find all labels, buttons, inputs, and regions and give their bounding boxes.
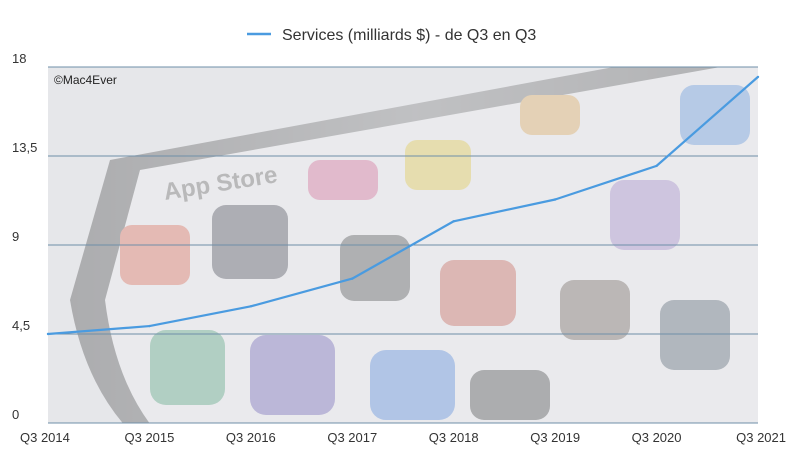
gridlines [48, 66, 758, 424]
series-lines [46, 75, 760, 336]
data-point [756, 75, 760, 79]
y-tick-label: 18 [12, 51, 26, 66]
x-tick-label: Q3 2014 [20, 430, 70, 445]
x-tick-label: Q3 2017 [327, 430, 377, 445]
data-point [46, 332, 50, 336]
y-axis-ticks: 0 4,5 9 13,5 18 [12, 51, 37, 422]
data-point [452, 220, 455, 223]
x-tick-label: Q3 2020 [632, 430, 682, 445]
legend-label: Services (milliards $) - de Q3 en Q3 [282, 27, 536, 44]
x-axis-ticks: Q3 2014 Q3 2015 Q3 2016 Q3 2017 Q3 2018 Q3 20… [20, 430, 786, 445]
credit-text: ©Mac4Ever [54, 73, 117, 87]
legend: Services (milliards $) - de Q3 en Q3 [247, 27, 536, 44]
data-point [553, 198, 557, 201]
y-tick-label: 9 [12, 229, 19, 244]
x-tick-label: Q3 2018 [429, 430, 479, 445]
data-point [249, 305, 253, 308]
series-line [47, 76, 759, 336]
data-point [351, 277, 354, 280]
x-tick-label: Q3 2019 [530, 430, 580, 445]
data-point [655, 164, 658, 168]
x-tick-label: Q3 2015 [124, 430, 174, 445]
y-tick-label: 13,5 [12, 140, 37, 155]
background-photo: App Store [48, 67, 758, 423]
data-point [148, 324, 151, 328]
x-tick-label: Q3 2016 [226, 430, 276, 445]
y-tick-label: 4,5 [12, 318, 30, 333]
x-tick-label: Q3 2021 [736, 430, 786, 445]
y-tick-label: 0 [12, 407, 19, 422]
